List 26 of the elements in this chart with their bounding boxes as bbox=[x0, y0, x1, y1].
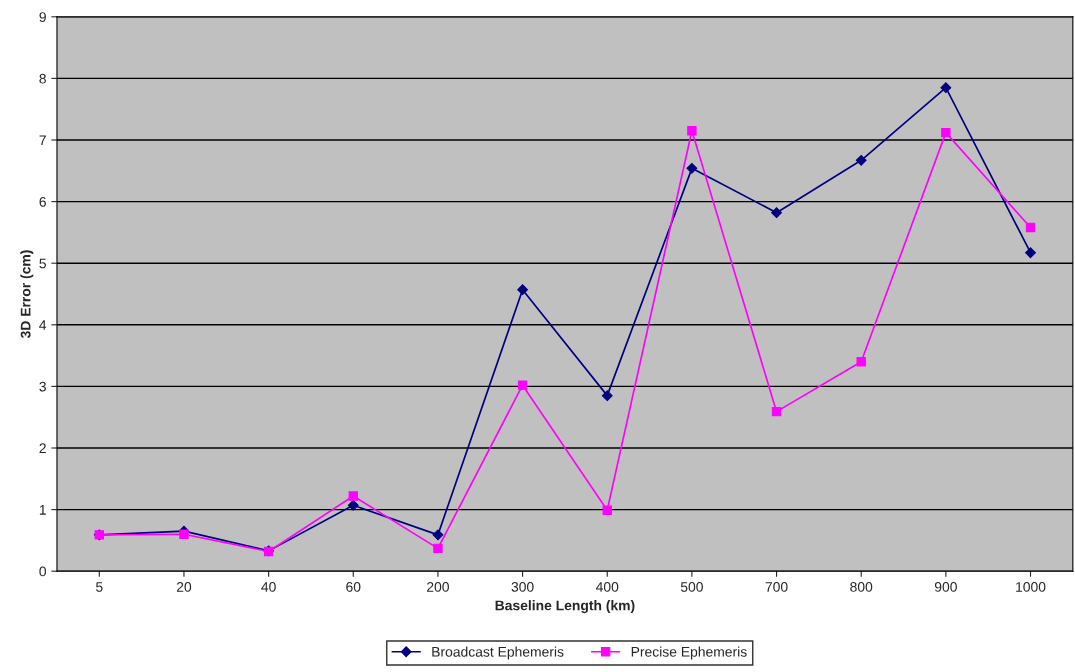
y-tick-label: 4 bbox=[39, 320, 47, 330]
y-tick-label: 3 bbox=[39, 381, 46, 392]
legend-label: Broadcast Ephemeris bbox=[432, 646, 564, 660]
y-tick-label: 0 bbox=[39, 566, 47, 577]
y-axis-title: 3D Error (cm) bbox=[20, 250, 34, 339]
x-tick-label: 500 bbox=[680, 581, 703, 592]
x-tick-label: 1000 bbox=[1016, 581, 1046, 592]
x-tick-label: 5 bbox=[96, 582, 103, 592]
legend-label: Precise Ephemeris bbox=[631, 646, 747, 660]
y-tick-label: 2 bbox=[39, 443, 46, 454]
x-tick-label: 300 bbox=[511, 581, 534, 592]
x-tick-label: 20 bbox=[176, 581, 192, 592]
x-tick-label: 900 bbox=[934, 581, 957, 592]
y-tick-label: 5 bbox=[39, 258, 46, 269]
y-tick-label: 8 bbox=[39, 73, 46, 84]
x-tick-label: 400 bbox=[595, 581, 619, 592]
x-tick-label: 800 bbox=[850, 581, 873, 592]
x-axis-title: Baseline Length (km) bbox=[495, 600, 635, 614]
y-tick-label: 9 bbox=[39, 12, 46, 22]
x-tick-label: 40 bbox=[261, 581, 276, 592]
y-tick-label: 7 bbox=[39, 135, 46, 146]
x-tick-label: 200 bbox=[427, 581, 449, 592]
x-tick-label: 60 bbox=[346, 581, 361, 592]
x-tick-label: 700 bbox=[765, 581, 788, 592]
y-tick-label: 6 bbox=[39, 196, 46, 207]
y-tick-label: 1 bbox=[39, 505, 46, 515]
